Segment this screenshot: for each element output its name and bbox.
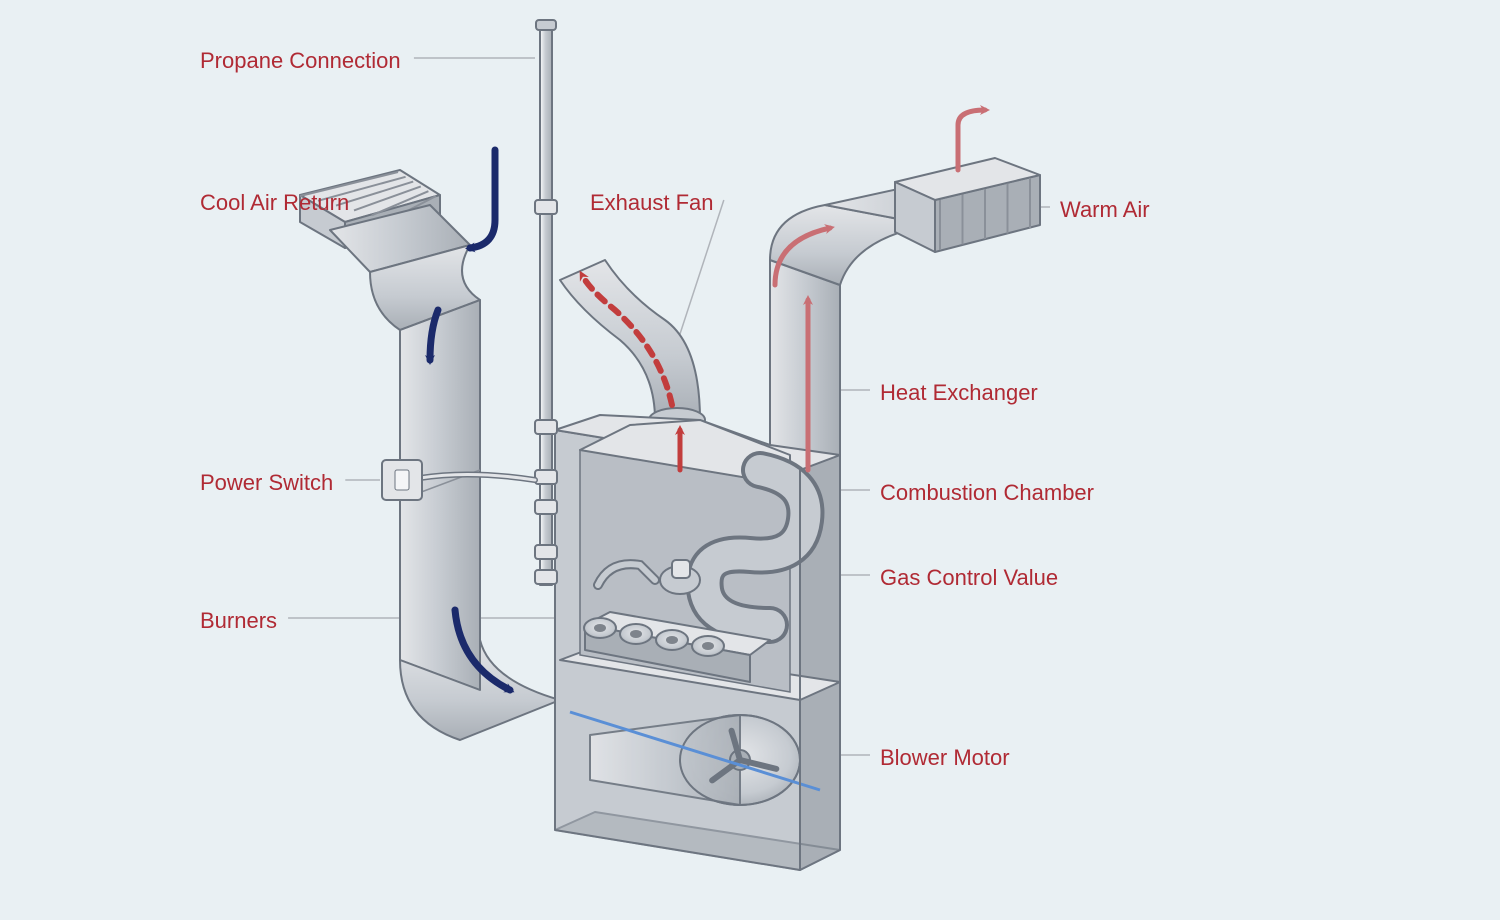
label-power: Power Switch <box>200 470 333 496</box>
warm-air-vent <box>895 158 1040 252</box>
label-burners: Burners <box>200 608 277 634</box>
label-heatexch: Heat Exchanger <box>880 380 1038 406</box>
label-combustion: Combustion Chamber <box>880 480 1094 506</box>
label-blower: Blower Motor <box>880 745 1010 771</box>
diagram-svg <box>0 0 1500 920</box>
label-gasvalve: Gas Control Value <box>880 565 1058 591</box>
furnace-cabinet <box>555 415 840 870</box>
label-propane: Propane Connection <box>200 48 401 74</box>
power-switch <box>382 460 422 500</box>
label-exhaust: Exhaust Fan <box>590 190 714 216</box>
label-coolair: Cool Air Return <box>200 190 349 216</box>
furnace-body <box>300 20 1040 870</box>
label-warmair: Warm Air <box>1060 197 1150 223</box>
furnace-diagram: Propane Connection Cool Air Return Exhaust… <box>0 0 1500 920</box>
